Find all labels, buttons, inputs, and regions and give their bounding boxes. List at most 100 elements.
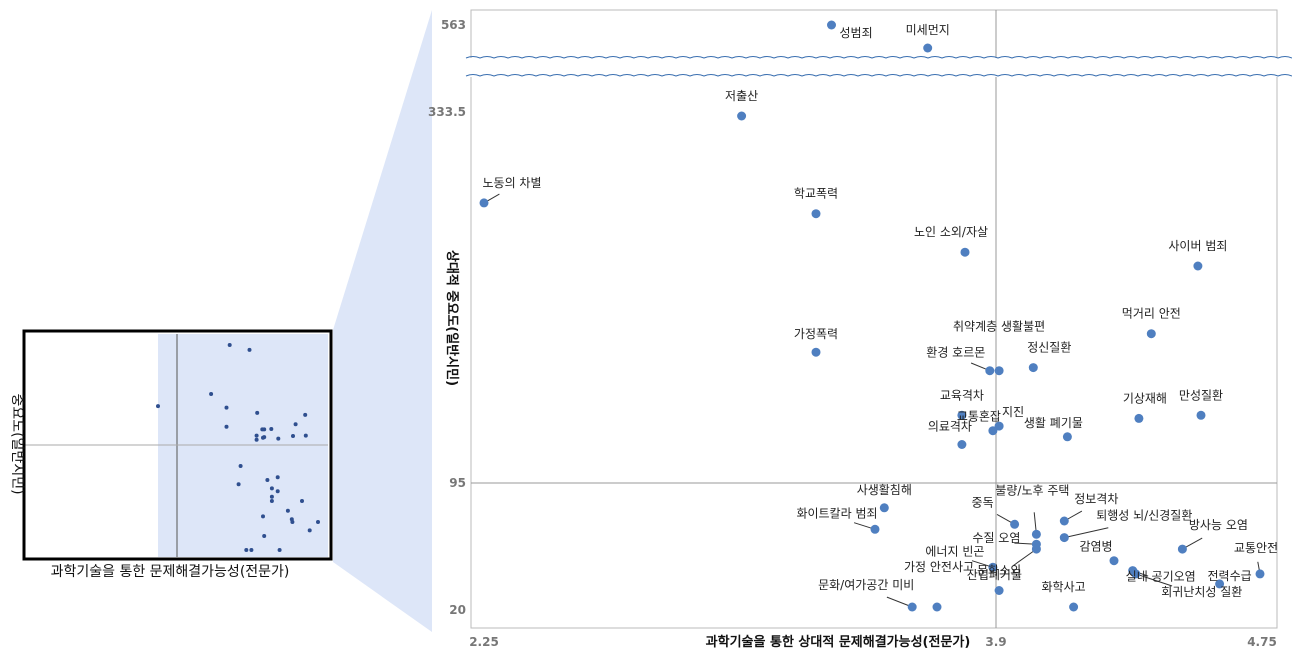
inset-data-point bbox=[238, 464, 243, 468]
inset-data-point bbox=[293, 422, 298, 427]
inset-data-point bbox=[277, 548, 282, 552]
inset-data-point bbox=[262, 534, 267, 538]
data-point bbox=[994, 366, 1004, 376]
leader-line bbox=[1135, 573, 1173, 587]
x-axis-title: 과학기술을 통한 상대적 문제해결가능성(전문가) bbox=[706, 634, 971, 650]
data-point bbox=[1193, 261, 1203, 271]
data-point bbox=[1255, 569, 1265, 579]
data-label: 교통안전 bbox=[1234, 541, 1278, 555]
data-label: 기상재해 bbox=[1123, 391, 1167, 405]
data-label: 교육격차 bbox=[940, 388, 984, 402]
inset-data-point bbox=[244, 548, 249, 552]
inset-data-point bbox=[209, 392, 214, 396]
data-point bbox=[1215, 579, 1225, 589]
x-tick-label: 2.25 bbox=[469, 635, 499, 649]
data-label: 교통혼잡 bbox=[957, 410, 1001, 424]
y-axis-title: 상대적 중요도(일반시민) bbox=[444, 250, 460, 386]
data-point bbox=[1134, 413, 1144, 423]
leader-line bbox=[886, 596, 913, 608]
inset-data-point bbox=[265, 478, 270, 482]
axis-break-wave-top bbox=[465, 56, 1292, 59]
inset-data-point bbox=[316, 520, 320, 524]
data-point bbox=[1062, 432, 1072, 442]
data-label: 실내 공기오염 bbox=[1126, 570, 1196, 584]
data-label: 노인 소외/자살 bbox=[914, 225, 988, 239]
data-label: 가정폭력 bbox=[794, 327, 838, 341]
data-label: 방사능 오염 bbox=[1189, 518, 1248, 532]
data-label: 취약계층 생활불편 bbox=[953, 319, 1045, 334]
data-point bbox=[879, 503, 889, 513]
data-point bbox=[923, 43, 933, 53]
data-label: 노동의 차별 bbox=[482, 176, 541, 190]
inset-data-point bbox=[291, 434, 295, 438]
data-point bbox=[1146, 329, 1156, 339]
zoom-funnel bbox=[333, 10, 432, 632]
inset-data-point bbox=[269, 427, 274, 431]
leader-line bbox=[1064, 527, 1109, 539]
axis-break-gap bbox=[466, 58, 1282, 77]
data-point bbox=[957, 410, 967, 420]
data-label: 문화/여가공간 미비 bbox=[818, 578, 914, 592]
data-point bbox=[737, 111, 747, 121]
inset-data-point bbox=[276, 436, 281, 441]
x-tick-label: 3.9 bbox=[985, 635, 1006, 649]
data-label: 만성질환 bbox=[1179, 388, 1223, 402]
y-tick-label: 95 bbox=[449, 476, 466, 490]
inset-data-point bbox=[247, 347, 252, 352]
data-point bbox=[811, 347, 821, 357]
data-label: 가정 안전사고 bbox=[904, 560, 974, 574]
inset-points bbox=[156, 343, 320, 552]
inset-x-axis-title: 과학기술을 통한 문제해결가능성(전문가) bbox=[51, 564, 290, 580]
inset-data-point bbox=[227, 343, 232, 347]
data-points bbox=[479, 20, 1265, 612]
inset-data-point bbox=[269, 486, 274, 491]
data-label: 화이트칼라 범죄 bbox=[796, 506, 877, 520]
axis-break-wave-bottom bbox=[465, 74, 1292, 77]
inset-data-point bbox=[254, 437, 259, 442]
data-label: 정신질환 bbox=[1027, 341, 1071, 355]
data-point bbox=[1010, 519, 1020, 529]
inset-data-point bbox=[236, 482, 241, 487]
data-point bbox=[870, 524, 880, 534]
inset-data-point bbox=[261, 435, 265, 440]
data-point bbox=[1109, 556, 1119, 566]
y-tick-label: 20 bbox=[449, 603, 466, 617]
data-point bbox=[994, 586, 1004, 595]
data-label: 저출산 bbox=[725, 89, 758, 103]
data-point bbox=[1069, 602, 1079, 612]
inset-data-point bbox=[303, 433, 308, 438]
data-point bbox=[907, 602, 917, 612]
data-point bbox=[988, 426, 998, 436]
inset-data-point bbox=[285, 508, 290, 513]
data-label: 전력수급 bbox=[1208, 569, 1252, 583]
inset-frame bbox=[22, 329, 333, 561]
inset-data-point bbox=[269, 499, 274, 503]
data-point bbox=[1031, 529, 1041, 539]
inset-data-point bbox=[249, 548, 254, 552]
data-label: 사생활침해 bbox=[857, 483, 912, 497]
data-point bbox=[827, 20, 836, 30]
data-label: 의료격차 bbox=[928, 420, 972, 434]
data-label: 수질 오염 bbox=[972, 531, 1020, 545]
data-label: 에너지 빈곤 bbox=[925, 544, 984, 558]
inset-data-point bbox=[269, 494, 274, 499]
data-point bbox=[960, 247, 970, 257]
data-label: 성범죄 bbox=[840, 26, 873, 40]
data-point bbox=[1028, 363, 1038, 373]
data-point bbox=[479, 198, 489, 208]
y-tick-label: 333.5 bbox=[428, 105, 466, 119]
data-label: 미세먼지 bbox=[906, 23, 950, 37]
inset-data-point bbox=[275, 489, 280, 494]
data-label: 산업폐기물 bbox=[967, 568, 1022, 582]
inset-data-point bbox=[307, 528, 312, 533]
inset-data-point bbox=[254, 433, 259, 438]
data-point bbox=[988, 562, 998, 572]
data-label: 감염병 bbox=[1079, 540, 1112, 554]
inset-data-point bbox=[261, 514, 265, 519]
data-label: 먹거리 안전 bbox=[1122, 307, 1181, 321]
inset-y-axis-title: 중요도(일반시민) bbox=[9, 393, 25, 494]
inset-data-point bbox=[224, 405, 229, 410]
data-label: 생활 폐기물 bbox=[1024, 416, 1083, 430]
leader-line bbox=[1013, 548, 1037, 567]
